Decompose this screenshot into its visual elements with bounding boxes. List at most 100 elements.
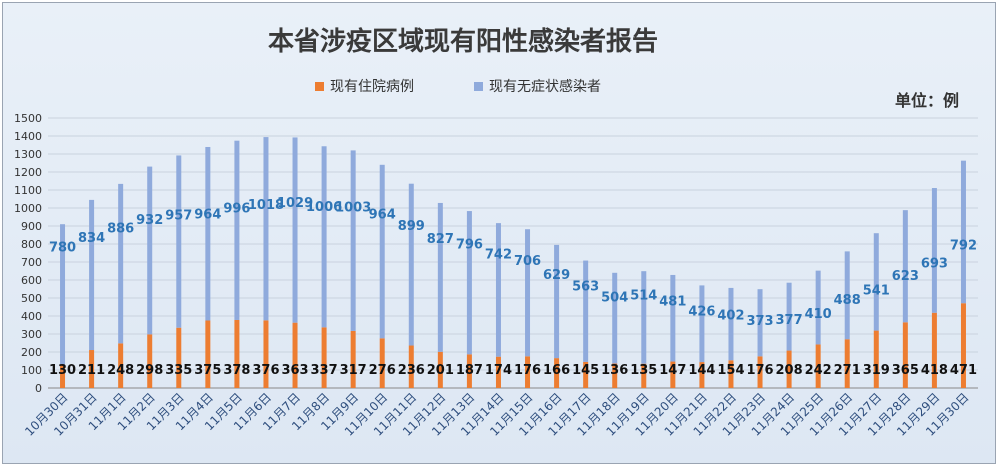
legend: 现有住院病例 现有无症状感染者 [315, 76, 601, 96]
data-label-asymptomatic: 1029 [277, 196, 313, 211]
data-label-hospitalized: 136 [601, 363, 628, 378]
bar-asymptomatic [89, 199, 95, 351]
data-label-hospitalized: 276 [369, 363, 396, 378]
bar-hospitalized [525, 356, 531, 388]
y-tick-label: 0 [35, 382, 42, 395]
data-label-hospitalized: 376 [252, 363, 279, 378]
bar-asymptomatic [757, 289, 763, 357]
bar-hospitalized [670, 361, 676, 388]
data-label-hospitalized: 211 [78, 363, 105, 378]
bar-hospitalized [234, 319, 240, 388]
legend-label-hospitalized: 现有住院病例 [330, 79, 414, 95]
bar-hospitalized [931, 312, 937, 388]
data-label-asymptomatic: 834 [78, 231, 105, 246]
bar-asymptomatic [960, 160, 966, 304]
data-label-asymptomatic: 1006 [306, 200, 342, 215]
data-label-asymptomatic: 373 [746, 314, 773, 329]
bar-asymptomatic [583, 260, 589, 362]
legend-item-hospitalized: 现有住院病例 [315, 76, 414, 96]
y-tick-label: 800 [21, 238, 42, 251]
data-label-hospitalized: 174 [485, 363, 512, 378]
data-label-asymptomatic: 957 [165, 209, 192, 224]
bar-asymptomatic [612, 272, 618, 364]
data-label-asymptomatic: 541 [863, 284, 890, 299]
data-label-asymptomatic: 563 [572, 280, 599, 295]
data-label-hospitalized: 363 [281, 363, 308, 378]
data-label-hospitalized: 271 [834, 363, 861, 378]
y-tick-label: 1200 [14, 166, 42, 179]
data-label-asymptomatic: 780 [49, 241, 76, 256]
bar-hospitalized [757, 356, 763, 388]
bar-hospitalized [902, 322, 908, 388]
bar-asymptomatic [118, 183, 124, 344]
data-label-asymptomatic: 426 [688, 304, 715, 319]
bar-asymptomatic [815, 270, 821, 345]
bar-hospitalized [350, 330, 356, 388]
data-label-hospitalized: 335 [165, 363, 192, 378]
data-label-hospitalized: 201 [427, 363, 454, 378]
bar-hospitalized [612, 363, 618, 388]
data-label-hospitalized: 378 [223, 363, 250, 378]
y-tick-label: 600 [21, 274, 42, 287]
bar-asymptomatic [844, 251, 850, 340]
y-tick-label: 400 [21, 310, 42, 323]
bar-asymptomatic [670, 274, 676, 362]
data-label-asymptomatic: 899 [398, 219, 425, 234]
data-label-asymptomatic: 481 [659, 294, 686, 309]
bar-asymptomatic [234, 140, 240, 320]
bar-asymptomatic [786, 282, 792, 351]
y-tick-label: 1500 [14, 112, 42, 125]
data-label-asymptomatic: 488 [834, 293, 861, 308]
bar-asymptomatic [176, 155, 182, 328]
chart-title: 本省涉疫区域现有阳性感染者报告 [267, 27, 658, 57]
data-label-hospitalized: 176 [746, 363, 773, 378]
data-label-hospitalized: 154 [717, 363, 744, 378]
data-label-hospitalized: 236 [398, 363, 425, 378]
chart-frame: 本省涉疫区域现有阳性感染者报告 现有住院病例 现有无症状感染者 单位：例 0 10… [2, 2, 996, 464]
data-label-asymptomatic: 996 [223, 202, 250, 217]
data-label-asymptomatic: 1003 [335, 200, 371, 215]
bar-asymptomatic [641, 271, 647, 364]
data-label-asymptomatic: 792 [950, 238, 977, 253]
data-label-hospitalized: 135 [630, 363, 657, 378]
data-label-asymptomatic: 964 [369, 207, 396, 222]
y-tick-label: 1300 [14, 148, 42, 161]
bar-hospitalized [437, 351, 443, 388]
bar-hospitalized [292, 322, 298, 388]
data-label-asymptomatic: 964 [194, 207, 221, 222]
data-label-asymptomatic: 706 [514, 254, 541, 269]
data-label-hospitalized: 187 [456, 363, 483, 378]
bar-hospitalized [321, 327, 327, 388]
y-tick-label: 300 [21, 328, 42, 341]
bar-asymptomatic [873, 233, 879, 331]
bar-hospitalized [786, 350, 792, 388]
bar-hospitalized [379, 338, 385, 388]
bar-hospitalized [960, 303, 966, 388]
data-label-asymptomatic: 402 [717, 309, 744, 324]
data-label-hospitalized: 418 [921, 363, 948, 378]
bar-hospitalized [495, 356, 501, 388]
bar-hospitalized [699, 362, 705, 388]
data-label-hospitalized: 242 [805, 363, 832, 378]
bar-hospitalized [408, 345, 414, 388]
data-label-hospitalized: 248 [107, 363, 134, 378]
chart-plot: 0 100 200 300 400 500 600 700 800 900 1000 1100 1200… [14, 112, 978, 439]
bar-hospitalized [728, 360, 734, 388]
bar-hospitalized [147, 334, 153, 388]
data-label-hospitalized: 166 [543, 363, 570, 378]
data-label-hospitalized: 365 [892, 363, 919, 378]
bar-hospitalized [466, 354, 472, 388]
y-tick-label: 100 [21, 364, 42, 377]
bar-asymptomatic [466, 211, 472, 355]
bar-hospitalized [205, 320, 211, 388]
data-label-hospitalized: 176 [514, 363, 541, 378]
data-label-hospitalized: 471 [950, 363, 977, 378]
y-tick-label: 200 [21, 346, 42, 359]
data-label-asymptomatic: 693 [921, 256, 948, 271]
bar-asymptomatic [437, 202, 443, 352]
data-label-hospitalized: 317 [340, 363, 367, 378]
data-label-asymptomatic: 514 [630, 288, 657, 303]
data-label-asymptomatic: 377 [776, 313, 803, 328]
data-label-hospitalized: 130 [49, 363, 76, 378]
bar-asymptomatic [495, 223, 501, 357]
